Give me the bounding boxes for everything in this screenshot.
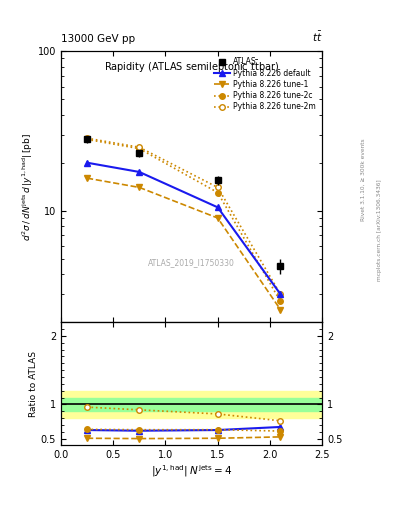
Text: 13000 GeV pp: 13000 GeV pp [61, 33, 135, 44]
Text: Rivet 3.1.10, ≥ 300k events: Rivet 3.1.10, ≥ 300k events [361, 138, 366, 221]
Text: mcplots.cern.ch [arXiv:1306.3436]: mcplots.cern.ch [arXiv:1306.3436] [377, 180, 382, 281]
Y-axis label: Ratio to ATLAS: Ratio to ATLAS [29, 351, 38, 417]
Text: ATLAS_2019_I1750330: ATLAS_2019_I1750330 [148, 258, 235, 267]
Text: $t\bar{t}$: $t\bar{t}$ [312, 29, 322, 44]
Legend: ATLAS, Pythia 8.226 default, Pythia 8.226 tune-1, Pythia 8.226 tune-2c, Pythia 8: ATLAS, Pythia 8.226 default, Pythia 8.22… [211, 55, 318, 114]
Bar [61, 397, 322, 411]
Y-axis label: $d^2\sigma\,/\,dN^\mathsf{jets}\,d\,|y^{1,\mathsf{had}}|\,[\mathsf{pb}]$: $d^2\sigma\,/\,dN^\mathsf{jets}\,d\,|y^{… [20, 133, 35, 241]
X-axis label: $|y^{1,\mathsf{had}}|\;N^\mathsf{jets}=4$: $|y^{1,\mathsf{had}}|\;N^\mathsf{jets}=4… [151, 463, 232, 479]
Text: Rapidity (ATLAS semileptonic t$\bar{\rm t}$bar): Rapidity (ATLAS semileptonic t$\bar{\rm … [104, 59, 279, 75]
Bar [61, 391, 322, 418]
